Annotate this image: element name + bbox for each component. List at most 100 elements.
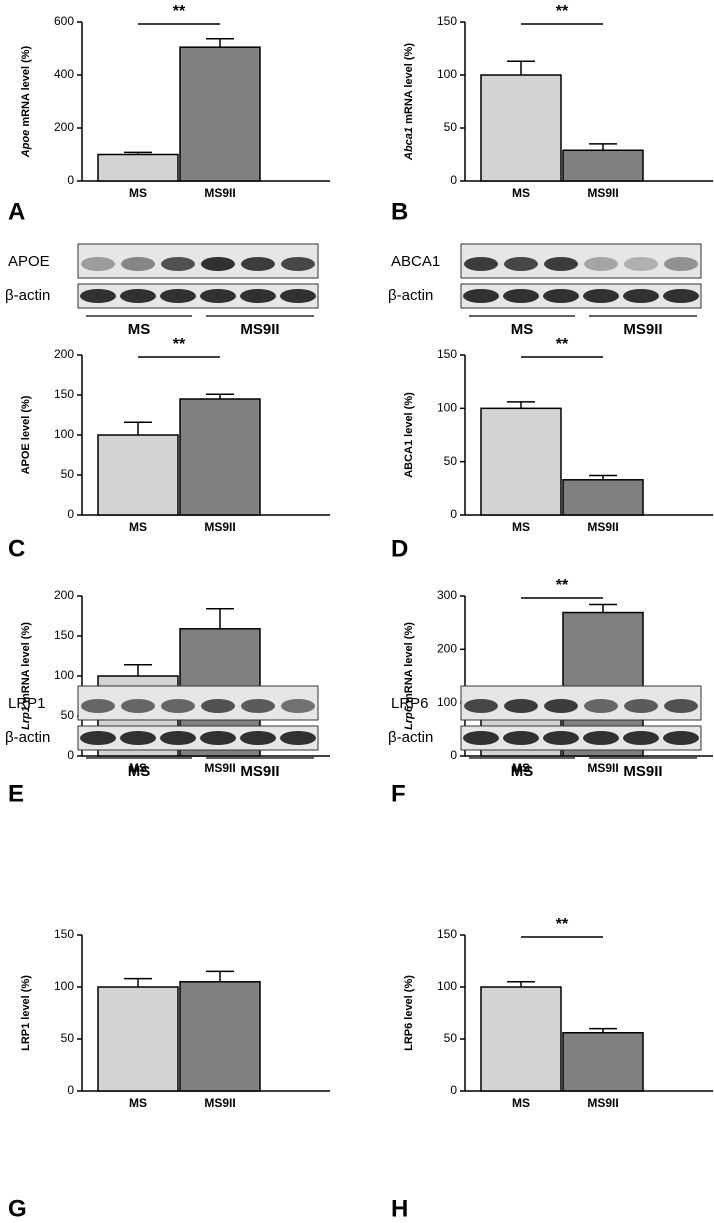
blot-strip xyxy=(77,283,319,309)
blot-label: APOE xyxy=(8,253,50,270)
blot-strip xyxy=(77,685,319,721)
blot-band xyxy=(280,731,316,745)
y-axis-label-gene: Lrp1 xyxy=(20,706,32,730)
blot-strip xyxy=(77,725,319,751)
blot-strip xyxy=(460,725,702,751)
y-tick-label: 0 xyxy=(450,1083,457,1097)
group-label: MS9II xyxy=(240,763,279,780)
y-axis-label: Lrp6 mRNA level (%) xyxy=(403,622,415,730)
blot-control-label: β-actin xyxy=(388,287,433,304)
blot-band xyxy=(583,289,619,303)
y-tick-label: 100 xyxy=(54,668,74,682)
bar xyxy=(179,981,261,1092)
y-axis-label-text: mRNA level (%) xyxy=(403,622,415,703)
y-axis-label: Abca1 mRNA level (%) xyxy=(403,43,415,161)
x-tick-label: MS9II xyxy=(204,761,235,775)
group-label: MS9II xyxy=(623,763,662,780)
blot-band xyxy=(281,257,315,271)
bar-chart: 0 200 400 600 MS MS9II ** Apoe mRNA level (%) A xyxy=(8,3,330,225)
y-tick-label: 200 xyxy=(437,642,457,656)
bar xyxy=(562,1032,644,1092)
blot-band xyxy=(80,289,116,303)
x-tick-label: MS xyxy=(129,186,147,200)
y-tick-label: 50 xyxy=(444,454,458,468)
blot-band xyxy=(201,257,235,271)
y-axis-label-text: APOE level (%) xyxy=(20,395,32,474)
blot-band xyxy=(624,699,658,713)
y-tick-label: 50 xyxy=(444,120,458,134)
blot-strip xyxy=(460,243,702,279)
bar xyxy=(480,407,562,516)
y-tick-label: 0 xyxy=(67,173,74,187)
y-tick-label: 200 xyxy=(54,120,74,134)
y-tick-label: 0 xyxy=(67,1083,74,1097)
x-tick-label: MS9II xyxy=(587,1096,618,1110)
group-label: MS xyxy=(511,763,534,780)
panel-letter: A xyxy=(8,198,25,225)
bar-chart: 0 50 100 150 MS MS9II ** LRP6 level (%) H xyxy=(391,916,713,1222)
y-tick-label: 0 xyxy=(450,748,457,762)
y-axis-label: Lrp1 mRNA level (%) xyxy=(20,622,32,730)
significance-label: ** xyxy=(173,3,186,20)
blot-band xyxy=(160,731,196,745)
blot-band xyxy=(544,257,578,271)
blot-band xyxy=(81,257,115,271)
y-tick-label: 50 xyxy=(61,467,75,481)
significance-label: ** xyxy=(173,336,186,353)
x-tick-label: MS xyxy=(512,761,530,775)
blot-band xyxy=(504,257,538,271)
x-tick-label: MS9II xyxy=(204,520,235,534)
significance-label: ** xyxy=(556,336,569,353)
blot-band xyxy=(201,699,235,713)
y-tick-label: 150 xyxy=(437,347,457,361)
y-tick-label: 300 xyxy=(437,588,457,602)
y-axis-label-text: LRP1 level (%) xyxy=(20,975,32,1051)
group-label: MS xyxy=(128,321,151,338)
blot-band xyxy=(504,699,538,713)
blot-band xyxy=(200,731,236,745)
y-tick-label: 0 xyxy=(450,173,457,187)
blot-band xyxy=(463,289,499,303)
western-blot: ABCA1 β-actin MS MS9II xyxy=(388,243,702,338)
blot-band xyxy=(544,699,578,713)
western-blot: LRP6 β-actin MS MS9II xyxy=(388,685,702,780)
blot-band xyxy=(240,289,276,303)
blot-band xyxy=(623,731,659,745)
y-axis-label-text: mRNA level (%) xyxy=(20,622,32,703)
blot-band xyxy=(241,699,275,713)
blot-band xyxy=(121,699,155,713)
blot-strip xyxy=(77,243,319,279)
blot-band xyxy=(463,731,499,745)
significance-label: ** xyxy=(556,577,569,594)
bar-chart: 0 50 100 150 MS MS9II ** Abca1 mRNA level (%) B xyxy=(391,3,713,225)
bar xyxy=(480,74,562,182)
blot-band xyxy=(464,699,498,713)
y-axis-label: APOE level (%) xyxy=(20,395,32,474)
bar xyxy=(97,986,179,1092)
panel-letter: E xyxy=(8,780,24,807)
blot-strip xyxy=(460,283,702,309)
significance-label: ** xyxy=(556,3,569,20)
y-tick-label: 50 xyxy=(444,1031,458,1045)
bar xyxy=(480,986,562,1092)
blot-band xyxy=(280,289,316,303)
y-axis-label-gene: Abca1 xyxy=(403,127,415,161)
blot-band xyxy=(80,731,116,745)
x-tick-label: MS9II xyxy=(204,186,235,200)
blot-band xyxy=(464,257,498,271)
western-blot: APOE β-actin MS MS9II xyxy=(5,243,319,338)
y-tick-label: 0 xyxy=(450,507,457,521)
blot-band xyxy=(121,257,155,271)
y-tick-label: 100 xyxy=(437,67,457,81)
panel-letter: H xyxy=(391,1195,408,1222)
y-tick-label: 400 xyxy=(54,67,74,81)
x-tick-label: MS xyxy=(129,1096,147,1110)
x-tick-label: MS9II xyxy=(587,186,618,200)
group-label: MS9II xyxy=(240,321,279,338)
bar-chart: 0 50 100 150 200 MS MS9II ** APOE level (%) C xyxy=(8,336,330,562)
bar xyxy=(97,434,179,516)
y-tick-label: 100 xyxy=(54,979,74,993)
y-axis-label: ABCA1 level (%) xyxy=(403,392,415,478)
x-tick-label: MS9II xyxy=(587,761,618,775)
